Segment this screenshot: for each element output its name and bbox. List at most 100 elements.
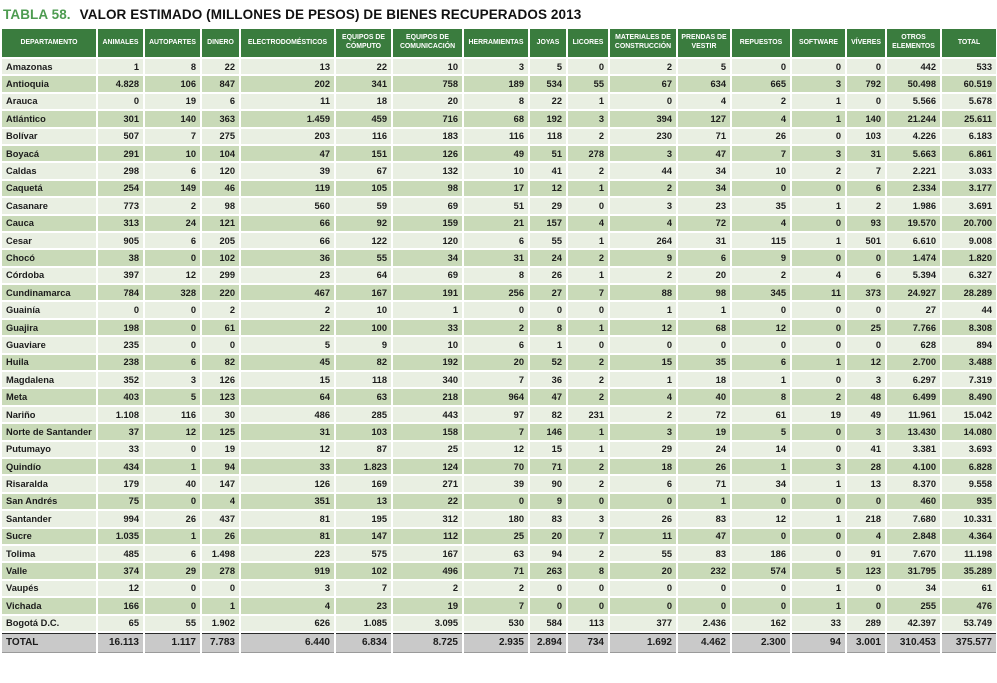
value-cell: 0 bbox=[792, 424, 845, 440]
value-cell: 12 bbox=[530, 180, 566, 197]
column-header: REPUESTOS bbox=[732, 29, 790, 57]
data-table: DEPARTAMENTO ANIMALES AUTOPARTES DINERO ELEC… bbox=[0, 27, 997, 655]
value-cell: 716 bbox=[393, 111, 462, 127]
value-cell: 40 bbox=[145, 476, 200, 492]
value-cell: 7 bbox=[464, 424, 528, 440]
value-cell: 93 bbox=[847, 215, 885, 231]
total-value-cell: 310.453 bbox=[887, 632, 940, 653]
value-cell: 65 bbox=[98, 615, 143, 631]
value-cell: 34 bbox=[887, 580, 940, 597]
value-cell: 169 bbox=[336, 476, 391, 492]
value-cell: 0 bbox=[145, 441, 200, 457]
value-cell: 3 bbox=[792, 76, 845, 92]
value-cell: 55 bbox=[336, 250, 391, 266]
value-cell: 1 bbox=[568, 424, 608, 440]
table-row: Guajira 198 0 61 22 100 33 2 8 1 12 68 12 0 25 7.766 8.3… bbox=[2, 319, 996, 336]
value-cell: 4 bbox=[792, 267, 845, 284]
value-cell: 507 bbox=[98, 128, 143, 144]
value-cell: 19 bbox=[792, 406, 845, 423]
value-cell: 14.080 bbox=[942, 424, 996, 440]
value-cell: 103 bbox=[336, 424, 391, 440]
table-body: Amazonas 1 8 22 13 22 10 3 5 0 2 5 0 0 0 442 533 Antioqui… bbox=[2, 59, 996, 631]
value-cell: 1 bbox=[732, 458, 790, 475]
value-cell: 45 bbox=[241, 354, 334, 371]
value-cell: 195 bbox=[336, 511, 391, 527]
department-cell: Caldas bbox=[2, 163, 96, 179]
value-cell: 6.297 bbox=[887, 372, 940, 388]
value-cell: 0 bbox=[792, 441, 845, 457]
value-cell: 71 bbox=[530, 458, 566, 475]
value-cell: 112 bbox=[393, 528, 462, 544]
value-cell: 9.008 bbox=[942, 232, 996, 249]
value-cell: 20 bbox=[530, 528, 566, 544]
value-cell: 5 bbox=[530, 59, 566, 75]
value-cell: 20 bbox=[393, 93, 462, 110]
value-cell: 0 bbox=[847, 337, 885, 353]
value-cell: 0 bbox=[568, 198, 608, 214]
department-cell: Chocó bbox=[2, 250, 96, 266]
value-cell: 113 bbox=[568, 615, 608, 631]
value-cell: 51 bbox=[464, 198, 528, 214]
value-cell: 116 bbox=[336, 128, 391, 144]
department-cell: Valle bbox=[2, 563, 96, 579]
value-cell: 147 bbox=[336, 528, 391, 544]
value-cell: 20 bbox=[610, 563, 676, 579]
value-cell: 98 bbox=[393, 180, 462, 197]
value-cell: 64 bbox=[241, 389, 334, 405]
value-cell: 94 bbox=[530, 545, 566, 562]
value-cell: 935 bbox=[942, 493, 996, 510]
value-cell: 628 bbox=[887, 337, 940, 353]
value-cell: 235 bbox=[98, 337, 143, 353]
value-cell: 5 bbox=[792, 563, 845, 579]
table-row: Guaviare 235 0 0 5 9 10 6 1 0 0 0 0 0 0 628 894 bbox=[2, 337, 996, 353]
value-cell: 12 bbox=[464, 441, 528, 457]
table-row: Tolima 485 6 1.498 223 575 167 63 94 2 55 83 186 0 91 7… bbox=[2, 545, 996, 562]
value-cell: 3 bbox=[610, 145, 676, 162]
value-cell: 2 bbox=[792, 389, 845, 405]
table-row: Arauca 0 19 6 11 18 20 8 22 1 0 4 2 1 0 5.566 5.678 bbox=[2, 93, 996, 110]
column-header: JOYAS bbox=[530, 29, 566, 57]
total-value-cell: 6.834 bbox=[336, 632, 391, 653]
department-cell: Boyacá bbox=[2, 145, 96, 162]
value-cell: 9 bbox=[732, 250, 790, 266]
value-cell: 22 bbox=[393, 493, 462, 510]
value-cell: 3 bbox=[847, 424, 885, 440]
value-cell: 2 bbox=[568, 250, 608, 266]
department-cell: San Andrés bbox=[2, 493, 96, 510]
value-cell: 0 bbox=[792, 180, 845, 197]
department-cell: Cundinamarca bbox=[2, 285, 96, 301]
value-cell: 26 bbox=[530, 267, 566, 284]
total-value-cell: 7.783 bbox=[202, 632, 239, 653]
value-cell: 100 bbox=[336, 319, 391, 336]
value-cell: 102 bbox=[336, 563, 391, 579]
value-cell: 263 bbox=[530, 563, 566, 579]
value-cell: 0 bbox=[568, 59, 608, 75]
total-value-cell: 1.692 bbox=[610, 632, 676, 653]
value-cell: 0 bbox=[145, 250, 200, 266]
total-value-cell: 3.001 bbox=[847, 632, 885, 653]
value-cell: 22 bbox=[336, 59, 391, 75]
value-cell: 59 bbox=[336, 198, 391, 214]
value-cell: 67 bbox=[336, 163, 391, 179]
value-cell: 25 bbox=[464, 528, 528, 544]
value-cell: 26 bbox=[678, 458, 730, 475]
value-cell: 0 bbox=[732, 598, 790, 614]
value-cell: 7 bbox=[145, 128, 200, 144]
value-cell: 21.244 bbox=[887, 111, 940, 127]
value-cell: 82 bbox=[336, 354, 391, 371]
department-cell: Vaupés bbox=[2, 580, 96, 597]
column-header: SOFTWARE bbox=[792, 29, 845, 57]
value-cell: 15 bbox=[530, 441, 566, 457]
value-cell: 313 bbox=[98, 215, 143, 231]
value-cell: 8 bbox=[464, 93, 528, 110]
value-cell: 0 bbox=[464, 302, 528, 318]
value-cell: 231 bbox=[568, 406, 608, 423]
value-cell: 83 bbox=[530, 511, 566, 527]
value-cell: 0 bbox=[568, 302, 608, 318]
value-cell: 4.364 bbox=[942, 528, 996, 544]
value-cell: 278 bbox=[568, 145, 608, 162]
value-cell: 2 bbox=[464, 580, 528, 597]
value-cell: 105 bbox=[336, 180, 391, 197]
value-cell: 1 bbox=[568, 441, 608, 457]
total-value-cell: 2.300 bbox=[732, 632, 790, 653]
